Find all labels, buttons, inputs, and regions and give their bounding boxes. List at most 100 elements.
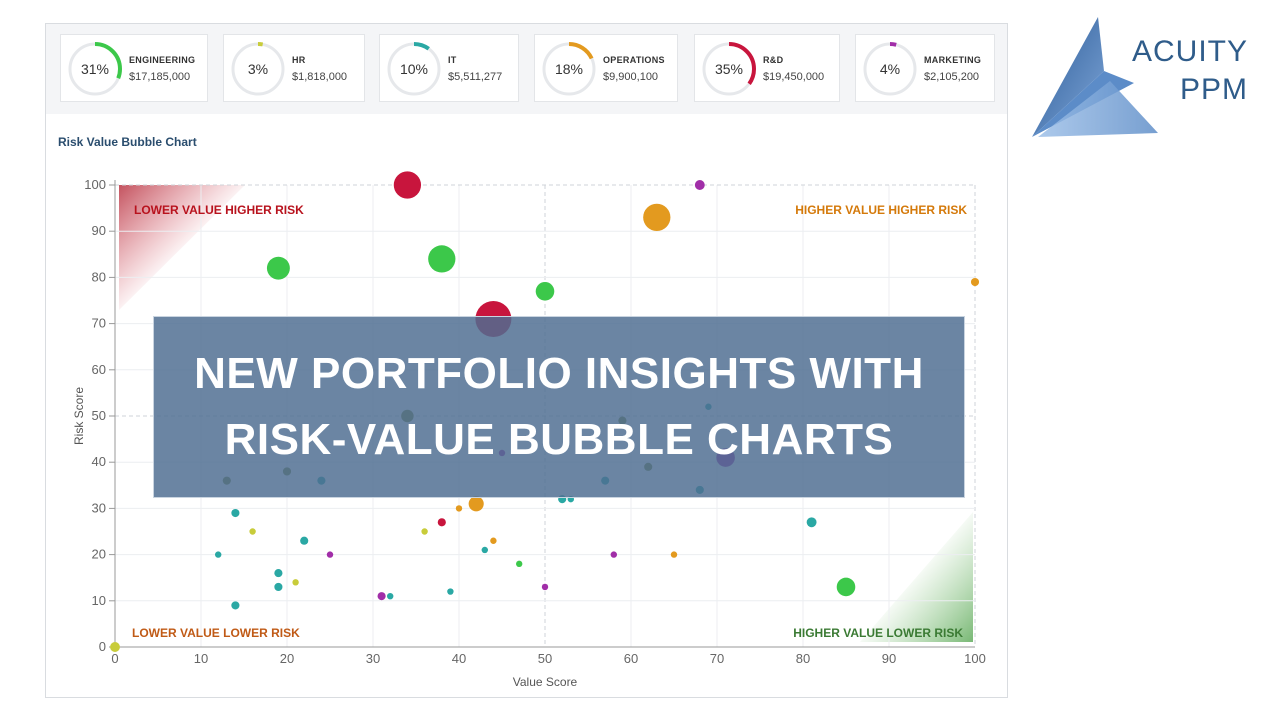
y-tick-label: 30	[92, 500, 106, 515]
kpi-percent: 4%	[879, 61, 901, 77]
kpi-ring-progress	[863, 42, 917, 96]
bubble-point	[806, 517, 817, 528]
x-tick-label: 60	[624, 651, 638, 666]
y-tick-label: 80	[92, 269, 106, 284]
kpi-ring-icon	[68, 42, 122, 96]
kpi-percent: 31%	[80, 61, 110, 77]
bubble-point	[468, 496, 484, 512]
kpi-card[interactable]: 18% OPERATIONS $9,900,100	[534, 34, 678, 102]
y-tick-label: 70	[92, 316, 106, 331]
bubble-point	[535, 281, 555, 301]
y-tick-label: 0	[99, 639, 106, 654]
kpi-percent: 18%	[554, 61, 584, 77]
bubble-point	[300, 536, 309, 545]
kpi-card[interactable]: 3% HR $1,818,000	[223, 34, 365, 102]
bubble-point	[455, 505, 463, 512]
bubble-point	[437, 518, 446, 527]
x-tick-label: 80	[796, 651, 810, 666]
y-tick-label: 20	[92, 547, 106, 562]
bubble-point	[447, 588, 454, 595]
bubble-point	[541, 583, 549, 591]
bubble-point	[428, 245, 456, 273]
bubble-point	[387, 592, 394, 600]
y-tick-label: 10	[92, 593, 106, 608]
bubble-point	[266, 256, 290, 280]
x-tick-label: 70	[710, 651, 724, 666]
bubble-point	[249, 528, 256, 535]
kpi-amount: $9,900,100	[603, 71, 659, 83]
kpi-amount: $5,511,277	[448, 71, 503, 83]
banner-line-2: RISK-VALUE BUBBLE CHARTS	[224, 415, 894, 464]
quadrant-label-top-left: LOWER VALUE HIGHER RISK	[134, 203, 304, 217]
bubble-point	[215, 551, 222, 558]
quadrant-shade-low-risk	[860, 512, 973, 642]
y-tick-label: 100	[84, 177, 106, 192]
bubble-point	[610, 551, 617, 558]
bubble-point	[110, 642, 120, 652]
bubble-point	[481, 546, 488, 554]
acuity-logo: ACUITY PPM	[1030, 15, 1260, 140]
kpi-amount: $19,450,000	[763, 71, 825, 83]
quadrant-label-bottom-right: HIGHER VALUE LOWER RISK	[793, 626, 963, 640]
kpi-ring-icon	[863, 42, 917, 96]
bubble-point	[292, 579, 299, 586]
kpi-ring-progress	[702, 42, 756, 96]
kpi-card[interactable]: 31% ENGINEERING $17,185,000	[60, 34, 208, 102]
bubble-point	[274, 582, 283, 592]
x-tick-label: 90	[882, 651, 896, 666]
quadrant-shade-high-risk	[119, 185, 245, 310]
kpi-ring-progress	[387, 42, 441, 96]
kpi-card[interactable]: 10% IT $5,511,277	[379, 34, 519, 102]
bubble-point	[516, 560, 523, 568]
quadrant-label-bottom-left: LOWER VALUE LOWER RISK	[132, 626, 300, 640]
kpi-ring-icon	[702, 42, 756, 96]
kpi-amount: $1,818,000	[292, 71, 348, 83]
chart-title: Risk Value Bubble Chart	[58, 135, 197, 149]
kpi-row: 31% ENGINEERING $17,185,000 3% HR $1,818,000 1…	[60, 34, 995, 104]
kpi-ring-progress	[231, 42, 285, 96]
logo-text-ppm: PPM	[1180, 73, 1249, 106]
bubble-point	[490, 537, 497, 544]
bubble-point	[274, 569, 283, 578]
logo-mark-icon	[1032, 17, 1158, 137]
banner-line-1: NEW PORTFOLIO INSIGHTS WITH	[194, 349, 924, 398]
y-tick-label: 60	[92, 362, 106, 377]
x-tick-label: 50	[538, 651, 552, 666]
bubble-point	[836, 577, 856, 597]
y-tick-label: 50	[92, 408, 106, 423]
kpi-amount: $2,105,200	[924, 71, 980, 83]
kpi-card[interactable]: 35% R&D $19,450,000	[694, 34, 840, 102]
x-tick-label: 40	[452, 651, 466, 666]
bubble-point	[393, 171, 422, 199]
kpi-department: ENGINEERING	[129, 55, 196, 65]
y-tick-label: 40	[92, 454, 106, 469]
kpi-department: R&D	[763, 55, 784, 65]
y-axis-title: Risk Score	[72, 387, 86, 445]
x-tick-label: 10	[194, 651, 208, 666]
kpi-department: HR	[292, 55, 306, 65]
kpi-percent: 3%	[247, 61, 269, 77]
bubble-point	[231, 508, 240, 518]
y-tick-label: 90	[92, 223, 106, 238]
headline-banner: NEW PORTFOLIO INSIGHTS WITH RISK-VALUE B…	[153, 316, 965, 498]
x-axis-title: Value Score	[513, 675, 578, 689]
kpi-ring-icon	[542, 42, 596, 96]
kpi-amount: $17,185,000	[129, 71, 191, 83]
bubble-point	[694, 180, 705, 190]
bubble-point	[970, 277, 980, 287]
kpi-ring-progress	[542, 42, 596, 96]
x-tick-label: 20	[280, 651, 294, 666]
kpi-percent: 35%	[714, 61, 744, 77]
kpi-ring-icon	[387, 42, 441, 96]
kpi-card[interactable]: 4% MARKETING $2,105,200	[855, 34, 995, 102]
kpi-ring-icon	[231, 42, 285, 96]
bubble-point	[231, 601, 240, 610]
bubble-point	[377, 592, 386, 601]
x-tick-label: 30	[366, 651, 380, 666]
kpi-ring-progress	[68, 42, 122, 96]
kpi-percent: 10%	[399, 61, 429, 77]
logo-text-acuity: ACUITY	[1132, 35, 1249, 68]
bubble-point	[421, 528, 428, 535]
quadrant-label-top-right: HIGHER VALUE HIGHER RISK	[795, 203, 967, 217]
kpi-department: IT	[448, 55, 457, 65]
